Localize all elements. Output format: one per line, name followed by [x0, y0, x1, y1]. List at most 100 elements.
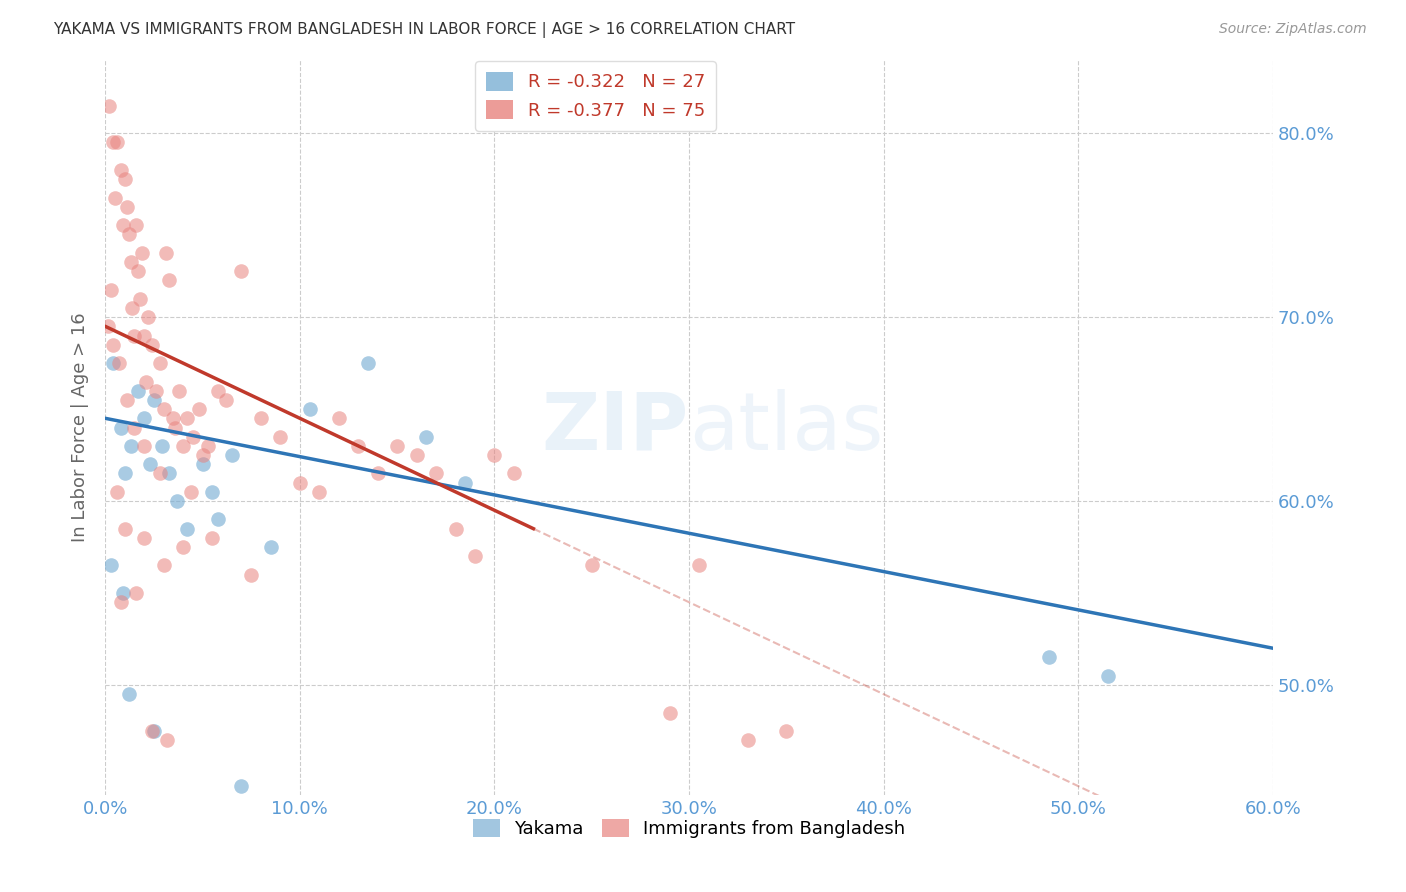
Point	[120, 439, 142, 453]
Legend: Yakama, Immigrants from Bangladesh: Yakama, Immigrants from Bangladesh	[465, 812, 912, 846]
Text: YAKAMA VS IMMIGRANTS FROM BANGLADESH IN LABOR FORCE | AGE > 16 CORRELATION CHART: YAKAMA VS IMMIGRANTS FROM BANGLADESH IN …	[53, 22, 796, 38]
Point	[197, 439, 219, 453]
Point	[105, 484, 128, 499]
Point	[159, 273, 181, 287]
Point	[187, 402, 209, 417]
Point	[207, 384, 229, 398]
Point	[100, 558, 122, 573]
Point	[191, 448, 214, 462]
Point	[180, 484, 202, 499]
Point	[139, 458, 162, 472]
Point	[191, 458, 214, 472]
Point	[105, 136, 128, 150]
Point	[221, 448, 243, 462]
Point	[101, 136, 124, 150]
Point	[111, 586, 134, 600]
Point	[110, 163, 132, 178]
Point	[385, 439, 408, 453]
Point	[347, 439, 370, 453]
Point	[108, 356, 131, 370]
Point	[425, 467, 447, 481]
Point	[215, 392, 238, 407]
Point	[775, 724, 797, 739]
Point	[111, 218, 134, 232]
Point	[114, 172, 136, 186]
Point	[581, 558, 603, 573]
Point	[231, 779, 253, 793]
Point	[145, 384, 167, 398]
Point	[104, 190, 127, 204]
Point	[110, 420, 132, 434]
Point	[115, 200, 138, 214]
Point	[159, 467, 181, 481]
Point	[172, 540, 194, 554]
Point	[444, 522, 467, 536]
Point	[114, 522, 136, 536]
Point	[167, 384, 190, 398]
Point	[415, 430, 437, 444]
Point	[328, 411, 350, 425]
Point	[142, 392, 165, 407]
Point	[101, 356, 124, 370]
Point	[117, 687, 139, 701]
Point	[114, 467, 136, 481]
Text: Source: ZipAtlas.com: Source: ZipAtlas.com	[1219, 22, 1367, 37]
Point	[658, 706, 681, 720]
Point	[165, 420, 187, 434]
Point	[367, 467, 389, 481]
Point	[134, 328, 156, 343]
Point	[288, 475, 311, 490]
Point	[250, 411, 273, 425]
Point	[149, 467, 172, 481]
Point	[100, 283, 122, 297]
Point	[152, 558, 174, 573]
Point	[207, 512, 229, 526]
Point	[152, 402, 174, 417]
Point	[259, 540, 281, 554]
Point	[405, 448, 427, 462]
Point	[125, 586, 148, 600]
Point	[484, 448, 506, 462]
Point	[141, 724, 163, 739]
Point	[150, 439, 173, 453]
Point	[269, 430, 291, 444]
Point	[142, 724, 165, 739]
Point	[121, 301, 143, 315]
Point	[357, 356, 380, 370]
Point	[176, 411, 198, 425]
Point	[127, 384, 149, 398]
Point	[127, 264, 149, 278]
Point	[120, 255, 142, 269]
Point	[136, 310, 159, 325]
Point	[134, 411, 156, 425]
Point	[156, 733, 179, 747]
Text: ZIP: ZIP	[541, 389, 689, 467]
Point	[134, 531, 156, 545]
Point	[110, 595, 132, 609]
Point	[134, 439, 156, 453]
Point	[141, 337, 163, 351]
Point	[240, 567, 263, 582]
Point	[172, 439, 194, 453]
Point	[131, 245, 153, 260]
Point	[308, 484, 330, 499]
Point	[125, 218, 148, 232]
Point	[129, 292, 152, 306]
Point	[135, 375, 157, 389]
Point	[201, 484, 224, 499]
Point	[503, 467, 526, 481]
Point	[97, 319, 120, 334]
Point	[124, 420, 146, 434]
Point	[155, 245, 177, 260]
Point	[231, 264, 253, 278]
Point	[124, 328, 146, 343]
Point	[117, 227, 139, 242]
Point	[162, 411, 184, 425]
Point	[737, 733, 759, 747]
Point	[115, 392, 138, 407]
Y-axis label: In Labor Force | Age > 16: In Labor Force | Age > 16	[72, 313, 89, 542]
Point	[201, 531, 224, 545]
Point	[1097, 669, 1119, 683]
Point	[464, 549, 486, 564]
Point	[1038, 650, 1060, 665]
